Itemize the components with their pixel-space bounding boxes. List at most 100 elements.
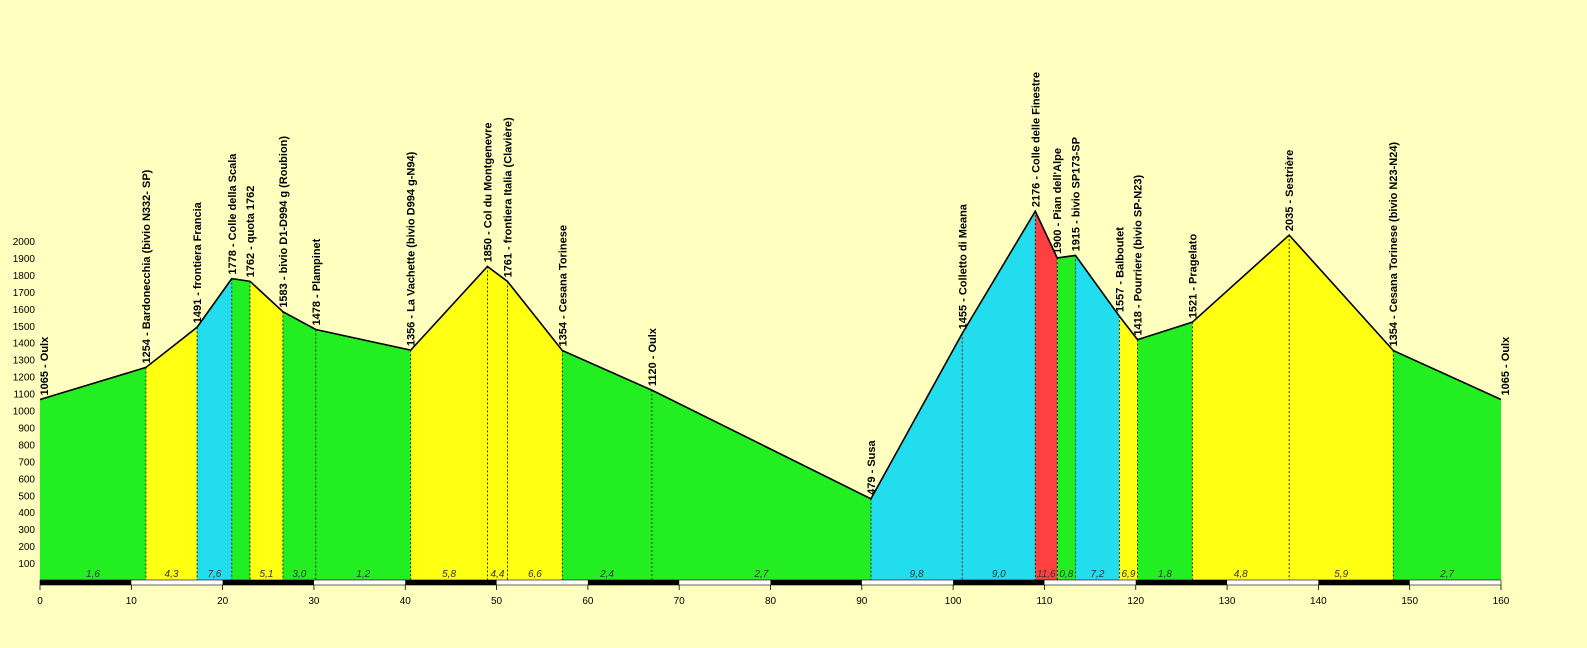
waypoint-label-17: 1557 - Balboutet xyxy=(1114,227,1126,312)
profile-segment-15 xyxy=(1057,255,1076,580)
segment-grade-11: 2,7 xyxy=(753,569,768,580)
waypoint-labels: 1065 - Oulx 1254 - Bardonecchia (bivio N3… xyxy=(39,72,1512,495)
x-axis: 0 10 20 30 40 50 60 70 80 90 100 110 120 130 140 150 160 xyxy=(37,579,1510,607)
profile-segment-7 xyxy=(410,266,488,580)
y-tick-label-12: 1300 xyxy=(13,356,36,367)
x-tick-label-1: 10 xyxy=(126,596,138,607)
x-axis-block-140 xyxy=(1318,580,1410,585)
y-tick-label-9: 1000 xyxy=(13,407,36,418)
x-axis-block-0 xyxy=(40,580,132,585)
segment-grade-9: 6,6 xyxy=(528,569,542,580)
waypoint-label-3: 1778 - Colle della Scala xyxy=(227,153,239,275)
segment-grade-1: 4,3 xyxy=(165,569,179,580)
x-tick-label-7: 70 xyxy=(674,596,686,607)
y-tick-label-1: 200 xyxy=(18,542,35,553)
segment-grade-14: 11,6 xyxy=(1037,569,1056,580)
x-tick-label-8: 80 xyxy=(765,596,777,607)
waypoint-label-22: 1065 - Oulx xyxy=(1500,336,1512,396)
segment-grade-5: 3,0 xyxy=(292,569,306,580)
profile-segment-6 xyxy=(315,329,411,580)
y-tick-label-14: 1500 xyxy=(13,322,36,333)
profile-segment-19 xyxy=(1192,235,1290,580)
profile-segment-0 xyxy=(40,367,146,580)
profile-line xyxy=(39,209,1502,500)
segment-grade-18: 1,8 xyxy=(1158,569,1172,580)
x-axis-block-80 xyxy=(770,580,862,585)
profile-segment-11 xyxy=(651,390,871,580)
segment-grade-20: 5,9 xyxy=(1334,569,1348,580)
x-axis-block-60 xyxy=(587,580,680,585)
segment-grade-6: 1,2 xyxy=(356,569,370,580)
x-tick-label-13: 130 xyxy=(1219,596,1236,607)
x-axis-block-100 xyxy=(953,580,1045,585)
segment-grade-17: 6,9 xyxy=(1121,569,1135,580)
waypoint-label-10: 1354 - Cesana Torinese xyxy=(557,225,569,346)
profile-segment-16 xyxy=(1075,255,1120,580)
y-tick-label-2: 300 xyxy=(18,525,35,536)
waypoint-label-21: 1354 - Cesana Torinese (bivio N23-N24) xyxy=(1388,142,1400,347)
waypoint-label-9: 1761 - frontiera Italia (Clavière) xyxy=(503,117,515,278)
y-tick-label-6: 700 xyxy=(18,457,35,468)
waypoint-label-15: 1900 - Pian dell'Alpe xyxy=(1052,148,1064,254)
segment-grade-10: 2,4 xyxy=(599,569,614,580)
waypoint-label-4: 1762 - quota 1762 xyxy=(245,186,257,278)
waypoint-label-0: 1065 - Oulx xyxy=(39,336,51,396)
x-axis-block-40 xyxy=(405,580,497,585)
y-tick-label-3: 400 xyxy=(18,508,35,519)
x-tick-label-11: 110 xyxy=(1036,596,1052,607)
segment-grade-19: 4,8 xyxy=(1234,569,1248,580)
profile-segment-3 xyxy=(231,278,251,580)
segment-grade-21: 2,7 xyxy=(1439,569,1454,580)
y-tick-label-15: 1600 xyxy=(13,305,36,316)
y-tick-label-18: 1900 xyxy=(13,254,36,265)
waypoint-label-2: 1491 - frontiera Francia xyxy=(192,201,204,323)
waypoint-label-19: 1521 - Pragelato xyxy=(1187,234,1199,319)
segment-grades: 1,6 4,3 7,6 5,1 3,0 1,2 5,8 4,4 6,6 2,4 2,7 9,8 9,0 1… xyxy=(86,569,1455,580)
segment-grade-2: 7,6 xyxy=(207,569,221,580)
segment-grade-13: 9,0 xyxy=(992,569,1006,580)
x-tick-label-9: 90 xyxy=(856,596,868,607)
profile-segment-1 xyxy=(145,327,198,580)
x-tick-label-3: 30 xyxy=(308,596,320,607)
x-tick-label-14: 140 xyxy=(1310,596,1327,607)
y-axis: 100 200 300 400 500 600 700 800 900 1000 1100 1200 1… xyxy=(13,237,36,570)
segment-grade-0: 1,6 xyxy=(86,569,100,580)
y-tick-label-7: 800 xyxy=(18,440,35,451)
profile-segment-4 xyxy=(250,281,283,580)
waypoint-label-11: 1120 - Oulx xyxy=(647,327,659,386)
x-tick-label-10: 100 xyxy=(945,596,962,607)
waypoint-label-7: 1356 - La Vachette (bivio D994 g-N94) xyxy=(406,151,418,346)
profile-outline xyxy=(39,209,1502,500)
waypoint-label-8: 1850 - Col du Montgenevre xyxy=(482,122,494,262)
profile-fills xyxy=(40,211,1501,580)
x-tick-label-0: 0 xyxy=(37,596,43,607)
y-tick-label-0: 100 xyxy=(18,559,35,570)
segment-grade-15: 0,8 xyxy=(1059,569,1073,580)
y-tick-label-19: 2000 xyxy=(13,237,36,248)
y-tick-label-10: 1100 xyxy=(13,390,35,401)
waypoint-label-16: 1915 - bivio SP173-SP xyxy=(1070,137,1082,251)
waypoint-guides xyxy=(145,211,1394,580)
profile-segment-18 xyxy=(1137,322,1193,580)
segment-grade-8: 4,4 xyxy=(491,569,505,580)
y-tick-label-4: 500 xyxy=(18,491,35,502)
x-tick-label-12: 120 xyxy=(1127,596,1144,607)
waypoint-label-12: 479 - Susa xyxy=(866,440,878,495)
profile-segment-5 xyxy=(282,311,316,580)
waypoint-label-1: 1254 - Bardonecchia (bivio N332- SP) xyxy=(141,169,153,363)
segment-grade-7: 5,8 xyxy=(442,569,456,580)
x-axis-block-20 xyxy=(222,580,314,585)
profile-segment-10 xyxy=(562,350,652,580)
y-tick-label-16: 1700 xyxy=(13,288,36,299)
segment-grade-16: 7,2 xyxy=(1090,569,1104,580)
profile-segment-20 xyxy=(1289,235,1394,580)
x-tick-label-16: 160 xyxy=(1493,596,1510,607)
profile-segment-8 xyxy=(487,266,508,580)
x-axis-block-120 xyxy=(1135,580,1228,585)
waypoint-label-5: 1583 - bivio D1-D994 g (Roubion) xyxy=(278,136,290,308)
profile-segment-17 xyxy=(1119,316,1138,580)
x-tick-label-4: 40 xyxy=(400,596,412,607)
y-tick-label-13: 1400 xyxy=(13,339,36,350)
x-tick-label-2: 20 xyxy=(217,596,229,607)
